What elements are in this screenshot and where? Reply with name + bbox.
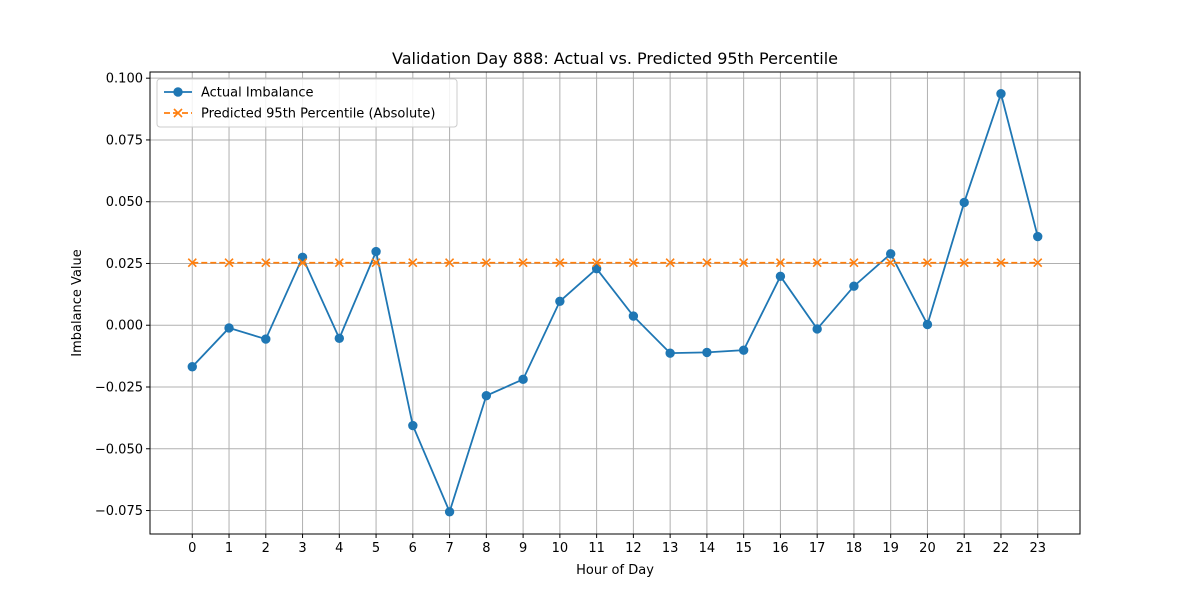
series-predicted-95th-percentile bbox=[187, 258, 1043, 268]
data-point bbox=[481, 390, 492, 401]
data-point bbox=[445, 258, 455, 268]
x-tick-label: 16 bbox=[772, 541, 789, 556]
y-tick-label: 0.050 bbox=[106, 195, 143, 210]
data-point bbox=[665, 258, 675, 268]
x-tick-label: 1 bbox=[225, 541, 233, 556]
axis-ticks: 0 1 2 3 4 5 6 7 8 9 10 11 12 13 14 15 16 17 18 19 20 21 22 23−0… bbox=[95, 72, 1046, 556]
data-point bbox=[334, 333, 345, 344]
x-tick-label: 10 bbox=[552, 541, 569, 556]
data-point bbox=[334, 258, 344, 268]
chart-title: Validation Day 888: Actual vs. Predicted… bbox=[392, 49, 838, 68]
x-tick-label: 20 bbox=[919, 541, 936, 556]
data-point bbox=[738, 345, 749, 355]
data-point bbox=[591, 263, 602, 274]
data-point bbox=[849, 258, 859, 268]
x-tick-label: 21 bbox=[956, 541, 973, 556]
data-point bbox=[592, 258, 602, 268]
x-tick-label: 13 bbox=[662, 541, 679, 556]
data-point bbox=[518, 258, 528, 268]
x-axis-label: Hour of Day bbox=[576, 563, 654, 578]
data-point bbox=[555, 258, 565, 268]
y-tick-label: −0.050 bbox=[95, 442, 143, 457]
data-point bbox=[1033, 231, 1043, 242]
x-tick-label: 23 bbox=[1029, 541, 1046, 556]
data-point bbox=[408, 420, 418, 431]
data-point bbox=[959, 197, 969, 208]
data-point bbox=[224, 258, 234, 268]
data-point bbox=[885, 249, 896, 259]
data-point bbox=[187, 362, 197, 372]
y-tick-label: 0.100 bbox=[106, 72, 143, 87]
y-tick-label: 0.075 bbox=[106, 133, 143, 148]
data-point bbox=[518, 374, 528, 385]
series-actual-imbalance bbox=[187, 89, 1043, 517]
data-point bbox=[628, 311, 639, 321]
data-point bbox=[922, 258, 933, 268]
data-point bbox=[959, 258, 969, 268]
y-tick-label: 0.025 bbox=[106, 257, 143, 272]
data-point bbox=[812, 258, 822, 268]
x-tick-label: 18 bbox=[846, 541, 863, 556]
x-tick-label: 12 bbox=[625, 541, 642, 556]
legend-marker bbox=[173, 108, 183, 118]
legend-item: Actual Imbalance bbox=[164, 86, 314, 101]
x-tick-label: 7 bbox=[445, 541, 453, 556]
x-tick-label: 5 bbox=[372, 541, 380, 556]
data-point bbox=[481, 258, 491, 268]
x-tick-label: 11 bbox=[588, 541, 605, 556]
data-point bbox=[261, 334, 271, 344]
x-tick-label: 22 bbox=[993, 541, 1010, 556]
data-point bbox=[886, 258, 896, 268]
data-point bbox=[555, 296, 565, 306]
x-tick-label: 17 bbox=[809, 541, 826, 556]
data-point bbox=[812, 324, 822, 334]
data-point bbox=[702, 347, 712, 358]
x-tick-label: 19 bbox=[882, 541, 899, 556]
data-point bbox=[444, 507, 455, 517]
legend-item: Predicted 95th Percentile (Absolute) bbox=[164, 107, 435, 122]
data-point bbox=[996, 258, 1006, 268]
data-point bbox=[775, 271, 786, 282]
legend-marker bbox=[173, 87, 183, 97]
series-line bbox=[191, 90, 1039, 515]
x-tick-label: 0 bbox=[188, 541, 196, 556]
y-axis-label: Imbalance Value bbox=[70, 249, 85, 357]
data-point bbox=[297, 252, 308, 262]
data-point bbox=[996, 89, 1006, 99]
data-point bbox=[261, 258, 271, 268]
y-tick-label: −0.075 bbox=[95, 504, 143, 519]
data-point bbox=[702, 258, 712, 268]
x-tick-label: 2 bbox=[262, 541, 270, 556]
data-point bbox=[628, 258, 638, 268]
plot-area-frame bbox=[149, 71, 1081, 535]
data-point bbox=[739, 258, 749, 268]
legend: Actual Imbalance Predicted 95th Percentil… bbox=[156, 78, 458, 128]
x-tick-label: 6 bbox=[409, 541, 417, 556]
data-point bbox=[297, 258, 308, 268]
x-tick-label: 15 bbox=[735, 541, 752, 556]
series-layer bbox=[187, 89, 1043, 517]
y-tick-label: 0.000 bbox=[106, 319, 143, 334]
x-tick-label: 3 bbox=[298, 541, 306, 556]
data-point bbox=[187, 258, 197, 268]
x-tick-label: 14 bbox=[699, 541, 716, 556]
legend-box bbox=[156, 78, 458, 128]
data-point bbox=[1033, 258, 1043, 268]
data-point bbox=[371, 258, 381, 268]
x-tick-label: 9 bbox=[519, 541, 527, 556]
data-point bbox=[224, 323, 234, 333]
data-point bbox=[775, 258, 785, 268]
x-tick-label: 8 bbox=[482, 541, 490, 556]
legend-label: Predicted 95th Percentile (Absolute) bbox=[201, 107, 435, 122]
data-point bbox=[665, 348, 675, 358]
data-point bbox=[922, 319, 933, 330]
data-point bbox=[849, 281, 859, 291]
x-tick-label: 4 bbox=[335, 541, 343, 556]
data-point bbox=[408, 258, 418, 268]
y-tick-label: −0.025 bbox=[95, 381, 143, 396]
data-point bbox=[371, 246, 381, 257]
legend-label: Actual Imbalance bbox=[201, 86, 314, 101]
